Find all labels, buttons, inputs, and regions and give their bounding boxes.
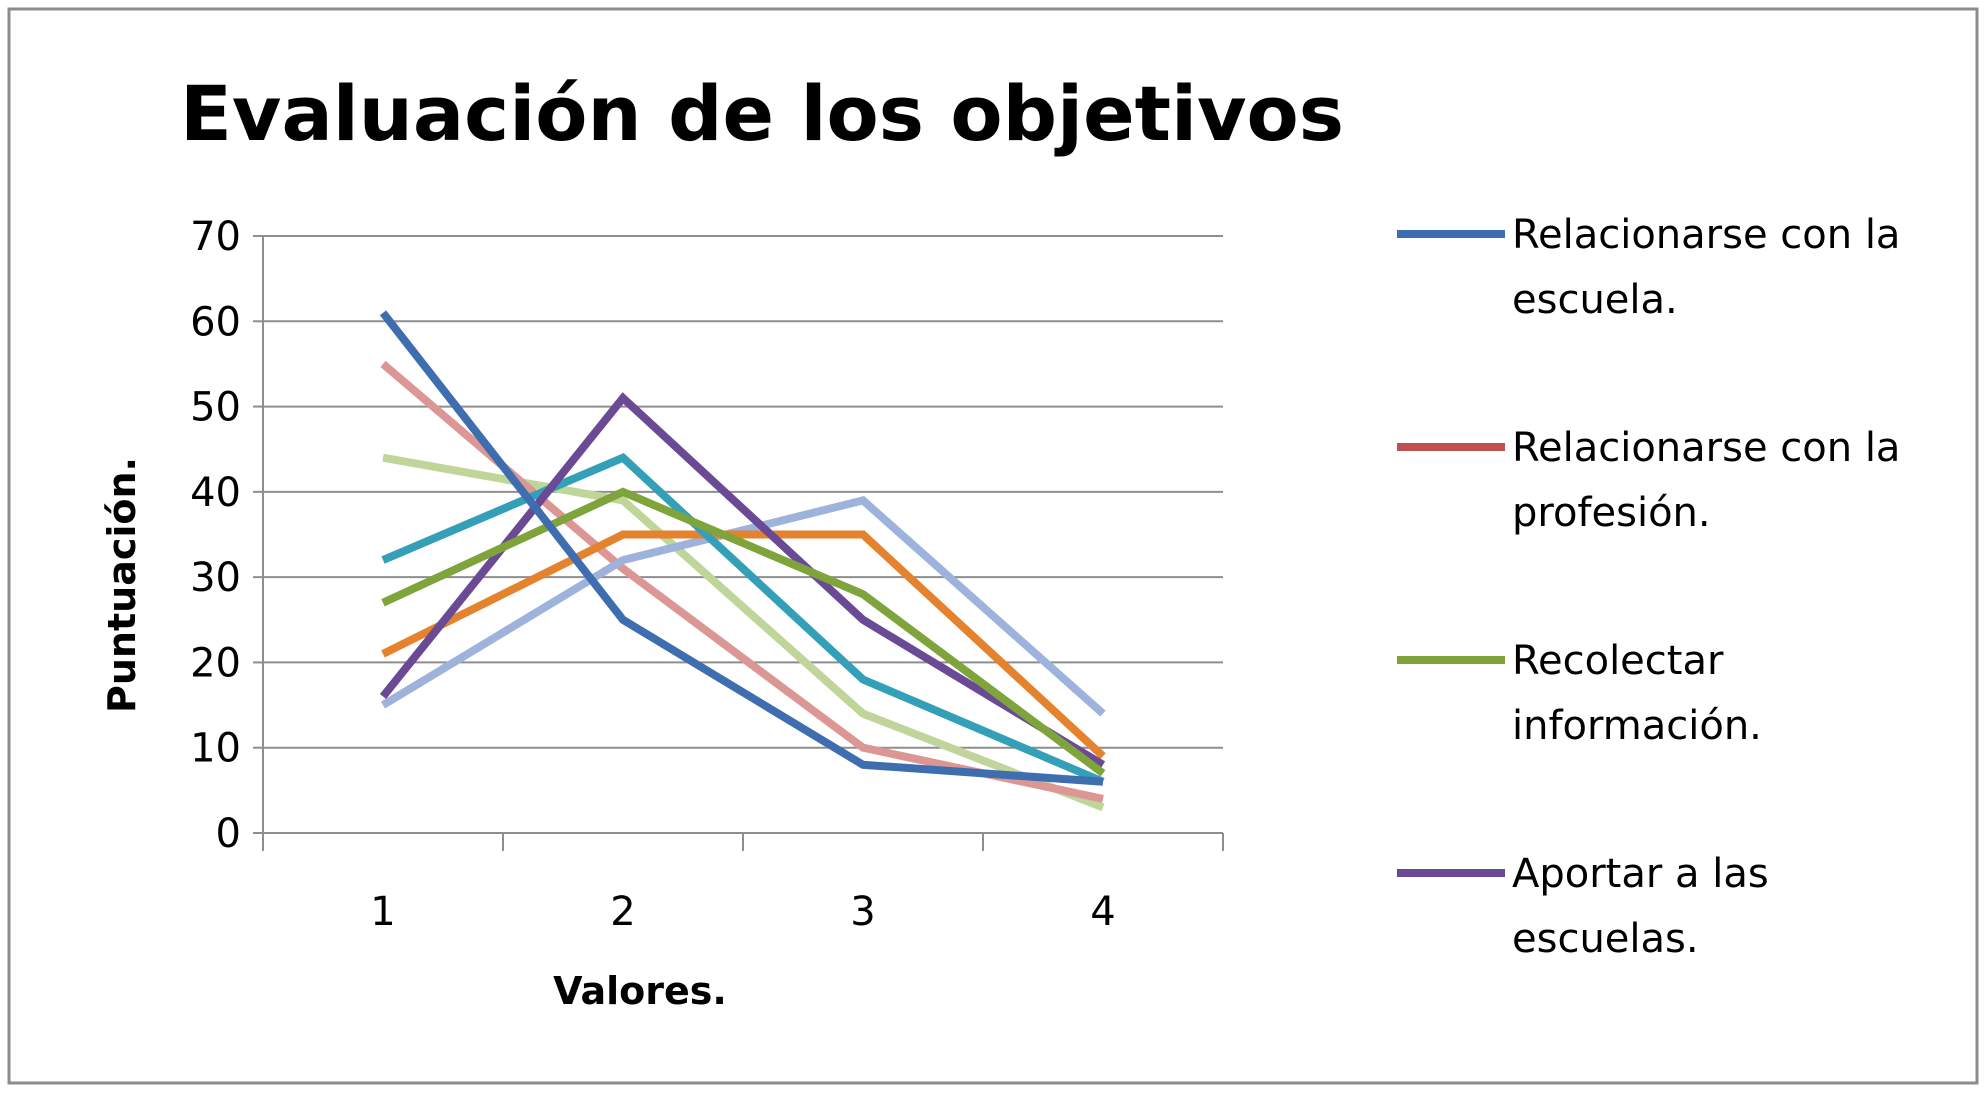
y-axis-label: Puntuación. [100, 457, 144, 713]
y-tick-label: 20 [190, 640, 241, 686]
series-line-9 [382, 453, 1105, 812]
legend-label: información. [1512, 703, 1762, 749]
y-tick-labels: 0 10 20 30 40 50 60 70 [190, 214, 241, 857]
x-axis-label: Valores. [553, 969, 727, 1013]
y-tick-label: 70 [190, 214, 241, 260]
legend-label: escuela. [1512, 277, 1678, 323]
axes [253, 235, 1224, 851]
y-tick-label: 30 [190, 555, 241, 601]
x-tick-label: 3 [850, 889, 875, 935]
series-line-3 [381, 487, 1106, 777]
x-tick-labels: 1 2 3 4 [370, 889, 1115, 935]
legend-label: Recolectar [1512, 638, 1724, 684]
chart-frame [7, 7, 1979, 1085]
y-tick-label: 10 [190, 726, 241, 772]
legend-label: escuelas. [1512, 916, 1699, 962]
y-tick-label: 60 [190, 299, 241, 345]
legend-label: profesión. [1512, 490, 1711, 536]
y-tick-label: 0 [216, 811, 241, 857]
series-line-7 [380, 496, 1106, 717]
series-line-1 [379, 310, 1104, 786]
x-tick-label: 1 [370, 889, 395, 935]
y-tick-label: 50 [190, 385, 241, 431]
x-tick-label: 4 [1090, 889, 1115, 935]
chart-title: Evaluación de los objetivos [180, 69, 1344, 158]
legend-label: Aportar a las [1512, 851, 1769, 897]
series-line-6 [381, 530, 1106, 760]
series-line-5 [381, 453, 1105, 786]
legend-label: Relacionarse con la [1512, 425, 1900, 471]
legend: Relacionarse con la escuela. Relacionarse … [1397, 212, 1900, 962]
legend-label: Relacionarse con la [1512, 212, 1900, 258]
x-tick-label: 2 [610, 889, 635, 935]
series-lines [379, 310, 1106, 812]
y-tick-label: 40 [190, 470, 241, 516]
